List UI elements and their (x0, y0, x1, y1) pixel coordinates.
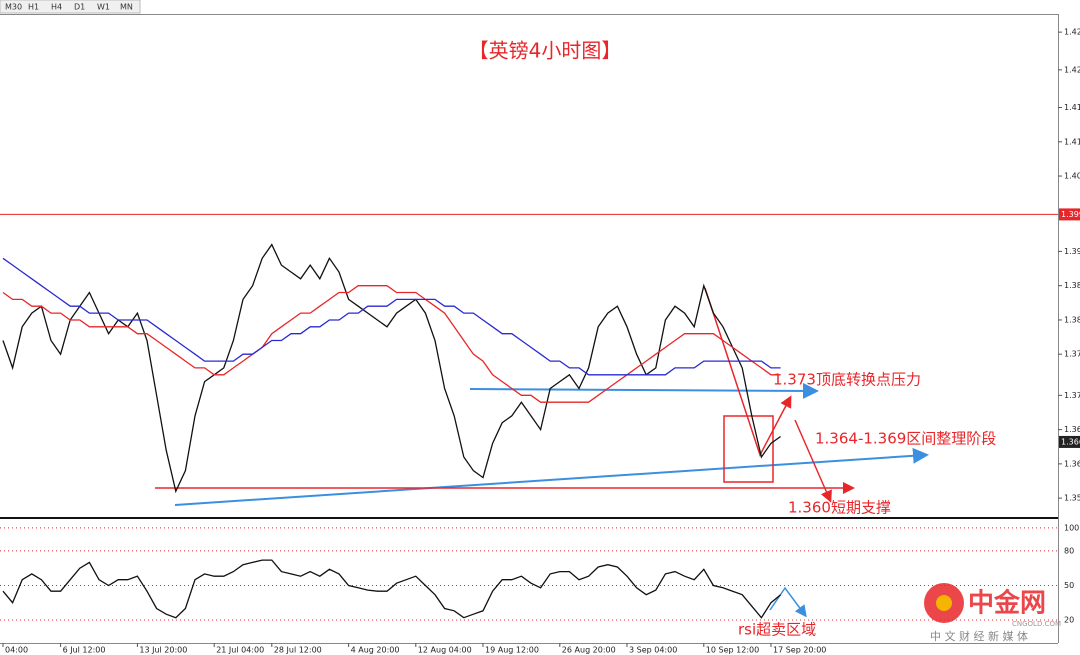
range-box (723, 415, 774, 483)
path-arrow (794, 419, 832, 503)
y-tick-label: 1.415 (1064, 103, 1080, 112)
x-tick-label: 10 Sep 12:00 (706, 646, 759, 655)
x-tick-label: 6 Jul 12:00 (63, 646, 106, 655)
y-tick-label: 1.405 (1064, 172, 1080, 181)
y-tick-label: 1.379 (1064, 350, 1080, 359)
y-tick-label: 20 (1064, 615, 1074, 624)
watermark-brand: 中金网 (968, 588, 1046, 619)
y-tick-label: 1.389 (1064, 281, 1080, 290)
level-tag (1059, 208, 1080, 221)
toolbar-button: D1 (74, 3, 85, 12)
x-tick-label: 3 Sep 04:00 (629, 646, 677, 655)
chart-title: 【英镑4小时图】 (469, 39, 622, 63)
trend-line (174, 447, 929, 506)
y-tick-label: 1.410 (1064, 137, 1080, 146)
toolbar-button: H4 (51, 3, 62, 12)
x-tick-label: 12 Aug 04:00 (418, 646, 472, 655)
y-tick-label: 1.384 (1064, 315, 1080, 324)
y-tick-label: 1.420 (1064, 65, 1080, 74)
x-tick-label: 21 Jul 04:00 (216, 646, 264, 655)
toolbar-button: W1 (97, 3, 110, 12)
x-tick-label: 19 Aug 12:00 (485, 646, 539, 655)
toolbar (0, 0, 141, 14)
y-tick-label: 1.358 (1064, 494, 1080, 503)
series-line (2, 243, 781, 494)
resistance-line (469, 382, 819, 399)
annotation: 1.364-1.369区间整理阶段 (815, 430, 996, 448)
annotation: 1.373顶底转换点压力 (773, 371, 921, 389)
path-arrow (704, 287, 792, 457)
y-tick-label: 80 (1064, 546, 1074, 555)
y-tick-label: 1.426 (1064, 28, 1080, 37)
y-tick-label: 50 (1064, 581, 1074, 590)
x-tick-label: 4 Aug 20:00 (351, 646, 400, 655)
x-tick-label: 28 Jul 12:00 (274, 646, 322, 655)
y-tick-label: 1.363 (1064, 459, 1080, 468)
price-label: 1.366 (1061, 437, 1080, 446)
watermark-site: CNGOLD.COM (1012, 620, 1061, 628)
x-tick-label: 13 Jul 20:00 (139, 646, 187, 655)
annotation: rsi超卖区域 (738, 621, 816, 639)
rsi-arrow (769, 586, 807, 618)
x-tick-label: 17 Sep 20:00 (773, 646, 826, 655)
toolbar-button: M30 (5, 3, 22, 12)
annotation: 1.360短期支撑 (788, 499, 891, 517)
toolbar-button: MN (120, 3, 133, 12)
series-line (2, 257, 781, 376)
series-line (2, 559, 782, 619)
logo (936, 595, 952, 611)
x-tick-label: 04:00 (5, 646, 28, 655)
y-tick-label: 1.368 (1064, 425, 1080, 434)
y-tick-label: 1.373 (1064, 391, 1080, 400)
watermark-slogan: 中 文 财 经 新 媒 体 (930, 629, 1028, 643)
price-tag (1059, 435, 1080, 448)
y-tick-label: 100 (1064, 523, 1079, 532)
series-line (2, 285, 781, 403)
toolbar-button: H1 (28, 3, 39, 12)
x-tick-label: 26 Aug 20:00 (562, 646, 616, 655)
y-tick-label: 1.394 (1064, 247, 1080, 256)
level-label: 1.399 (1061, 210, 1080, 219)
